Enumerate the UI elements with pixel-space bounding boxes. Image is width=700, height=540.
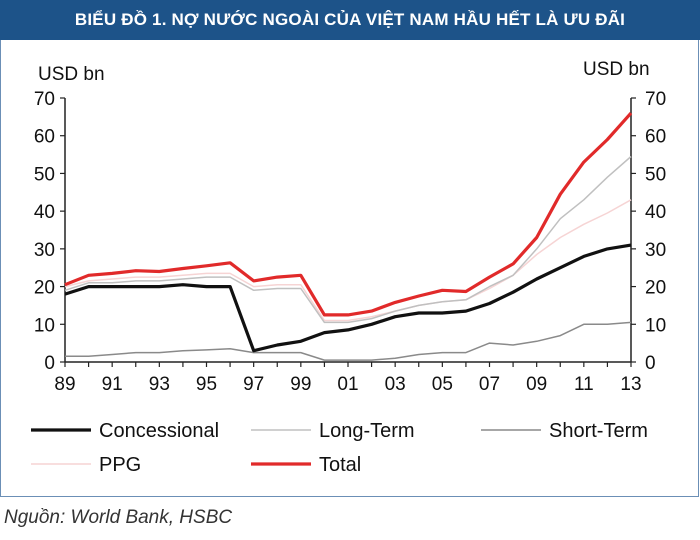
legend-label-long-term: Long-Term xyxy=(319,420,415,442)
chart-series xyxy=(64,112,633,361)
y-tick-label-left: 0 xyxy=(44,353,55,374)
y-tick-label-right: 30 xyxy=(645,240,666,261)
y-tick-label-left: 30 xyxy=(34,240,55,261)
series-line-ppg xyxy=(64,199,632,322)
y-tick-label-left: 10 xyxy=(34,315,55,336)
series-line-short-term xyxy=(65,321,632,361)
legend-label-short-term: Short-Term xyxy=(549,420,648,442)
source-note: Nguồn: World Bank, HSBC xyxy=(4,507,233,528)
x-tick-label: 99 xyxy=(290,374,311,395)
y-tick-label-left: 20 xyxy=(34,278,55,299)
y-axis-label-right: USD bn xyxy=(583,59,650,80)
x-tick-label: 97 xyxy=(243,374,264,395)
y-tick-label-right: 60 xyxy=(645,127,666,148)
y-tick-label-left: 50 xyxy=(34,164,55,185)
y-axis-label-left: USD bn xyxy=(38,64,105,85)
chart-title-banner: BIỂU ĐỒ 1. NỢ NƯỚC NGOÀI CỦA VIỆT NAM HẦ… xyxy=(0,0,700,40)
y-tick-label-right: 50 xyxy=(645,164,666,185)
legend-label-concessional: Concessional xyxy=(99,420,219,442)
y-tick-label-right: 40 xyxy=(645,202,666,223)
chart-frame: 0 0 10 10 20 20 30 30 40 40 50 50 60 60 70 70 89 91 93 95 97… xyxy=(0,40,699,497)
y-tick-label-right: 20 xyxy=(645,278,666,299)
x-tick-label: 03 xyxy=(385,374,406,395)
x-tick-label: 89 xyxy=(54,374,75,395)
x-tick-label: 93 xyxy=(149,374,170,395)
chart-legend: Concessional Long-Term Short-Term PPG Total xyxy=(31,420,648,476)
y-tick-label-left: 40 xyxy=(34,202,55,223)
y-tick-label-right: 0 xyxy=(645,353,656,374)
x-tick-label: 13 xyxy=(620,374,641,395)
x-tick-label: 01 xyxy=(337,374,358,395)
legend-label-total: Total xyxy=(319,454,361,476)
series-line-total xyxy=(64,112,633,317)
x-tick-label: 05 xyxy=(432,374,453,395)
x-tick-label: 11 xyxy=(574,374,594,395)
x-tick-label: 95 xyxy=(196,374,217,395)
x-tick-label: 09 xyxy=(526,374,547,395)
x-tick-label: 07 xyxy=(479,374,500,395)
y-tick-label-left: 60 xyxy=(34,127,55,148)
y-tick-label-right: 70 xyxy=(645,89,666,110)
legend-label-ppg: PPG xyxy=(99,454,141,476)
series-line-concessional xyxy=(64,243,632,353)
y-tick-label-left: 70 xyxy=(34,89,55,110)
y-tick-label-right: 10 xyxy=(645,315,666,336)
x-tick-label: 91 xyxy=(102,374,123,395)
series-line-long-term xyxy=(64,155,632,324)
